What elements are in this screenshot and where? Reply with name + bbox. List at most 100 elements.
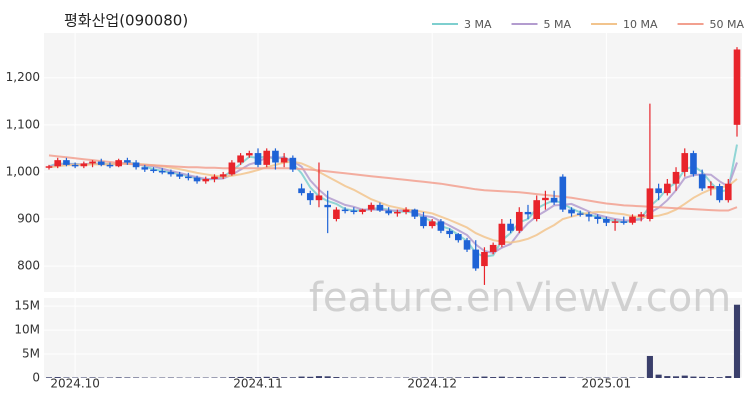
ma-line [48,154,738,212]
candle-body [150,169,157,172]
legend-label: 3 MA [464,18,492,31]
candle-body [141,167,149,170]
volume-bar [629,377,636,378]
volume-bar [411,377,418,378]
candle-body [63,160,70,165]
volume-bar [298,376,305,378]
volume-bar [315,376,323,378]
candle-body [359,209,366,212]
volume-bar [289,377,296,378]
volume-bar [699,376,706,378]
candle-body [611,221,619,223]
volume-bar [272,377,279,378]
candle-body [254,153,262,165]
volume-bar [368,377,375,378]
candle-body [394,211,401,214]
volume-bar [638,377,645,378]
candle-body [402,209,410,212]
candle-body [655,188,662,194]
candle-body [664,183,671,194]
volume-bar [481,376,488,378]
candle-body [524,211,532,215]
candle-body [489,244,497,252]
volume-bar [281,377,288,378]
candle-body [446,230,453,235]
watermark: feature.enViewV.com [309,275,731,321]
candle-body [367,204,375,210]
volume-bar [115,377,122,378]
candle-body [707,186,715,189]
candle-body [542,197,549,201]
volume-bar [559,376,566,378]
volume-bar [124,377,131,378]
candle-body [594,216,601,220]
candle-body [272,150,279,163]
volume-bar [716,377,723,378]
volume-bar [63,377,70,378]
candle-body [176,174,183,177]
price-panel [44,33,742,292]
candle-body [463,240,471,250]
candle-body [315,195,323,201]
candle-body [228,162,236,175]
candle-body [428,221,436,227]
volume-bar [542,377,549,378]
x-tick-label: 2025.01 [582,377,632,391]
candle-body [629,216,636,223]
volume-bar [437,377,444,378]
candle-body [733,49,741,125]
volume-bar [89,377,96,378]
candle-body [585,214,593,217]
candle-body [568,209,575,214]
candle-body [193,177,201,182]
candle-body [515,211,523,231]
y-tick-label: 0 [32,371,40,385]
candle-body [681,153,689,172]
candle-body [420,216,427,227]
candle-body [341,209,349,212]
volume-bar [376,377,383,378]
candle-body [185,176,192,179]
candle-body [672,171,680,184]
volume-bar [524,377,532,378]
volume-bar [472,376,479,378]
volume-bar [498,376,505,378]
candle-body [97,161,105,165]
candle-body [498,223,506,245]
candle-body [481,251,488,267]
volume-bar [324,376,331,378]
volume-bar [646,355,653,378]
volume-bar [490,377,497,378]
volume-bar [420,377,427,378]
candle-body [376,204,384,211]
candle-body [45,166,53,168]
volume-bar [246,377,253,378]
volume-bar [725,376,732,378]
candle-body [167,171,175,175]
candle-body [690,153,697,175]
volume-bar [220,377,227,378]
legend-label: 50 MA [710,18,745,31]
candle-body [237,155,244,163]
candle-body [324,204,331,208]
volume-bar [672,376,680,378]
y-tick-label: 15M [14,299,40,313]
candle-body [106,164,114,167]
volume-bar [655,374,662,378]
candle-body [202,178,210,182]
candle-body [533,200,541,220]
candle-body [54,160,62,167]
volume-bar [54,377,61,378]
volume-bar [446,377,453,378]
legend-label: 10 MA [623,18,658,31]
candle-body [646,188,654,220]
volume-bar [80,377,87,378]
volume-panel [44,298,742,378]
candle-body [620,221,628,223]
candle-body [115,160,122,167]
volume-bar [707,377,714,378]
volume-bar [263,376,270,378]
candle-body [350,210,358,213]
candle-body [411,209,419,217]
candle-body [89,161,96,164]
